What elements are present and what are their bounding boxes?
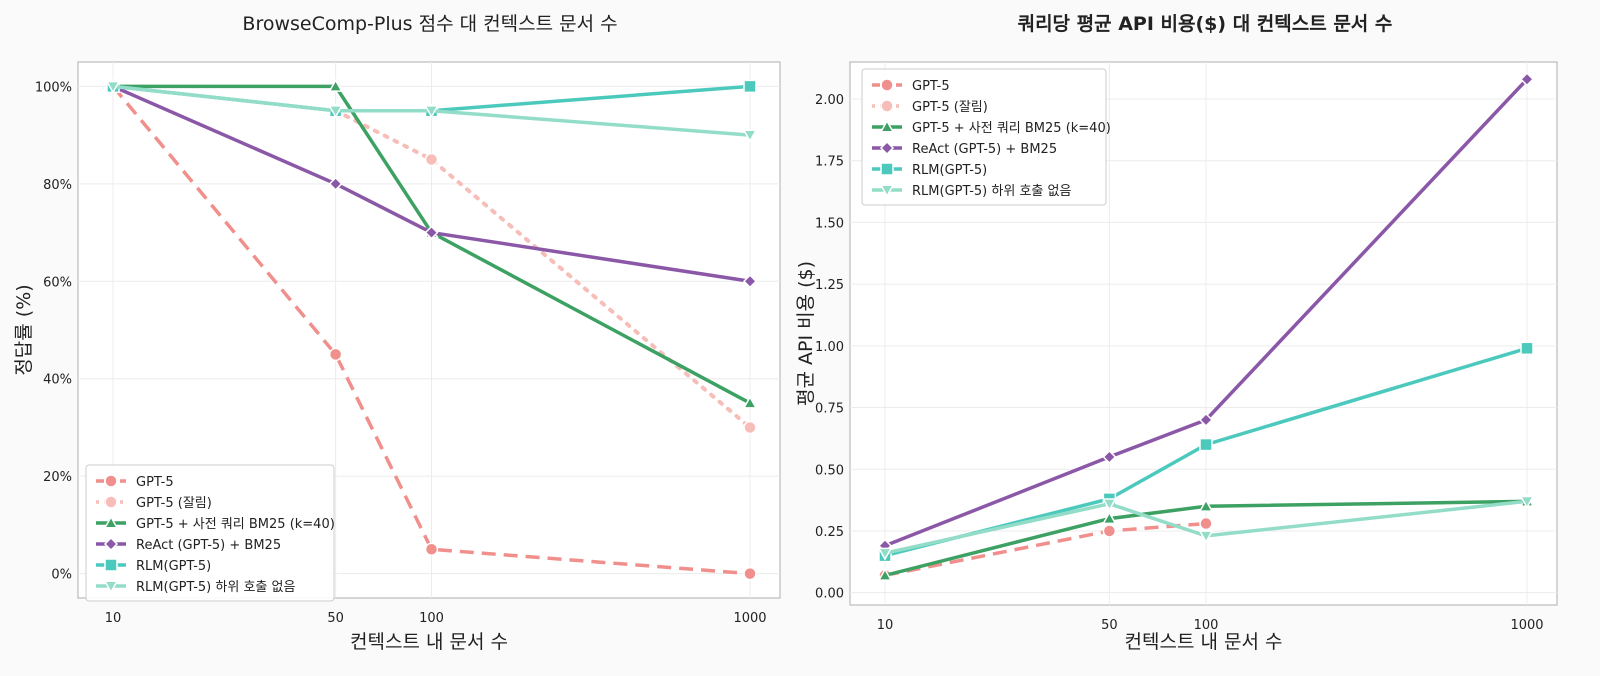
series-line bbox=[333, 108, 752, 430]
legend-marker bbox=[880, 78, 894, 92]
data-point bbox=[328, 176, 343, 191]
data-point bbox=[328, 78, 343, 92]
legend-marker bbox=[880, 162, 894, 176]
series-5 bbox=[105, 80, 758, 143]
data-point bbox=[424, 542, 439, 557]
x-tick-label: 10 bbox=[877, 618, 894, 633]
chart-title: 쿼리당 평균 API 비용($) 대 컨텍스트 문서 수 bbox=[1018, 13, 1393, 35]
legend-label: GPT-5 bbox=[912, 79, 950, 94]
x-tick-label: 50 bbox=[1101, 618, 1118, 633]
data-point bbox=[1519, 495, 1535, 509]
x-axis-label: 컨텍스트 내 문서 수 bbox=[1125, 631, 1283, 653]
data-point bbox=[743, 566, 757, 581]
data-point bbox=[743, 79, 757, 94]
series-line bbox=[112, 84, 751, 137]
chart-title: BrowseComp-Plus 점수 대 컨텍스트 문서 수 bbox=[242, 13, 617, 35]
data-point bbox=[424, 152, 439, 167]
data-point bbox=[742, 129, 758, 143]
data-point bbox=[424, 225, 439, 240]
data-point bbox=[328, 347, 343, 362]
data-point bbox=[1102, 511, 1117, 525]
data-point bbox=[1199, 516, 1213, 531]
y-tick-label: 2.00 bbox=[815, 93, 844, 108]
data-point bbox=[1102, 449, 1117, 464]
legend-label: GPT-5 + 사전 쿼리 BM25 (k=40) bbox=[136, 517, 335, 532]
y-tick-label: 100% bbox=[35, 80, 72, 95]
legend-box bbox=[85, 464, 335, 602]
y-tick-label: 1.00 bbox=[815, 340, 844, 355]
data-point bbox=[1102, 498, 1117, 512]
y-tick-label: 20% bbox=[43, 470, 72, 485]
series-line bbox=[884, 499, 1528, 578]
data-point bbox=[424, 105, 439, 119]
y-axis-label: 평균 API 비용 ($) bbox=[795, 261, 817, 406]
data-point bbox=[1199, 437, 1213, 452]
y-tick-label: 60% bbox=[43, 275, 72, 290]
series-line bbox=[112, 84, 751, 284]
legend-label: RLM(GPT-5) bbox=[912, 163, 987, 178]
y-axis-label: 정답률 (%) bbox=[13, 284, 35, 375]
chart-panel-2: 10 50 100 1000 0.00 0.25 0.50 0.75 1.00 1.25 1.50 1… bbox=[795, 13, 1558, 653]
data-point bbox=[1198, 530, 1214, 544]
y-tick-label: 1.75 bbox=[815, 155, 844, 170]
data-point bbox=[743, 420, 757, 435]
legend-marker bbox=[879, 119, 895, 133]
legend-marker bbox=[879, 140, 895, 156]
legend-label: RLM(GPT-5) 하위 호출 없음 bbox=[136, 580, 295, 595]
legend-marker bbox=[104, 495, 118, 509]
legend-marker bbox=[103, 515, 119, 529]
legend-label: RLM(GPT-5) bbox=[136, 559, 211, 574]
y-tick-label: 0.00 bbox=[815, 587, 844, 602]
data-point bbox=[328, 105, 343, 119]
x-tick-label: 10 bbox=[105, 611, 122, 626]
x-tick-label: 100 bbox=[1194, 618, 1219, 633]
y-tick-label: 0% bbox=[51, 568, 72, 583]
legend-label: GPT-5 + 사전 쿼리 BM25 (k=40) bbox=[912, 121, 1111, 136]
legend-label: ReAct (GPT-5) + BM25 bbox=[912, 142, 1057, 157]
data-point bbox=[877, 547, 893, 561]
legend-marker bbox=[104, 474, 118, 488]
y-tick-label: 0.25 bbox=[815, 525, 844, 540]
legend-label: GPT-5 (잘림) bbox=[136, 496, 212, 511]
data-point bbox=[1520, 341, 1534, 356]
legend-box bbox=[861, 68, 1107, 206]
y-tick-label: 1.50 bbox=[815, 216, 844, 231]
legend: GPT-5 GPT-5 (잘림) GPT-5 + 사전 쿼리 BM25 (k=40)… bbox=[861, 68, 1111, 206]
legend-marker bbox=[103, 580, 119, 594]
y-tick-label: 1.25 bbox=[815, 278, 844, 293]
chart-panel-1: 10 50 100 1000 0% 20% 40% 60% 80% 100% BrowseComp-… bbox=[13, 13, 781, 653]
x-axis-label: 컨텍스트 내 문서 수 bbox=[350, 631, 508, 653]
legend-label: RLM(GPT-5) 하위 호출 없음 bbox=[912, 184, 1071, 199]
data-point bbox=[105, 80, 121, 94]
y-tick-label: 40% bbox=[43, 373, 72, 388]
data-point bbox=[1198, 498, 1214, 512]
data-point bbox=[877, 567, 893, 581]
legend: GPT-5 GPT-5 (잘림) GPT-5 + 사전 쿼리 BM25 (k=40)… bbox=[85, 464, 335, 602]
x-tick-label: 100 bbox=[419, 611, 444, 626]
legend-marker bbox=[880, 99, 894, 113]
series-5 bbox=[877, 495, 1535, 561]
series-line bbox=[884, 499, 1528, 555]
legend-label: GPT-5 bbox=[136, 475, 174, 490]
legend-marker bbox=[104, 558, 118, 572]
legend-marker bbox=[103, 536, 119, 552]
data-point bbox=[1198, 412, 1214, 427]
x-tick-label: 1000 bbox=[1510, 618, 1543, 633]
legend-marker bbox=[879, 184, 895, 198]
x-tick-label: 1000 bbox=[733, 611, 766, 626]
data-point bbox=[1519, 72, 1535, 87]
y-tick-label: 80% bbox=[43, 178, 72, 193]
data-point bbox=[742, 395, 758, 409]
legend-label: ReAct (GPT-5) + BM25 bbox=[136, 538, 281, 553]
data-point bbox=[1102, 524, 1117, 538]
x-tick-label: 50 bbox=[327, 611, 344, 626]
y-tick-label: 0.75 bbox=[815, 402, 844, 417]
legend-label: GPT-5 (잘림) bbox=[912, 100, 988, 115]
series-line bbox=[113, 84, 751, 405]
data-point bbox=[742, 274, 758, 289]
series-line bbox=[884, 78, 1529, 548]
y-tick-label: 0.50 bbox=[815, 463, 844, 478]
